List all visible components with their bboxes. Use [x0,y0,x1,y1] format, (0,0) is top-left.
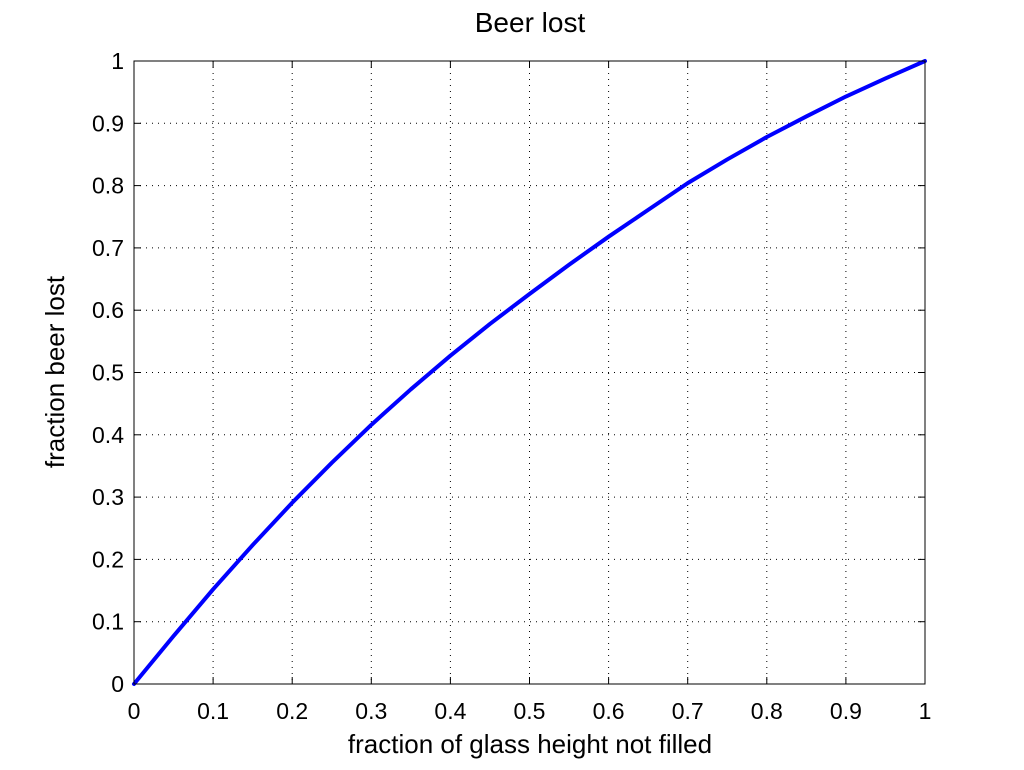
x-tick-label: 0.2 [276,698,308,724]
x-tick-label: 0.8 [751,698,783,724]
x-axis-label: fraction of glass height not filled [348,729,712,759]
x-tick-label: 0.3 [355,698,387,724]
y-tick-label: 0.3 [92,484,124,510]
y-axis-label: fraction beer lost [40,275,70,468]
y-tick-labels: 0 0.1 0.2 0.3 0.4 0.5 0.6 0.7 0.8 0.9 1 [92,48,124,697]
x-tick-label: 0.9 [830,698,862,724]
y-tick-label: 0.1 [92,609,124,635]
y-tick-label: 1 [111,48,124,74]
x-tick-label: 0.6 [593,698,625,724]
x-tick-label: 0.4 [434,698,466,724]
y-tick-label: 0.4 [92,422,124,448]
series-line [132,59,927,686]
y-tick-label: 0 [111,671,124,697]
y-tick-label: 0.8 [92,173,124,199]
y-tick-label: 0.7 [92,235,124,261]
y-tick-label: 0.2 [92,546,124,572]
y-tick-label: 0.5 [92,360,124,386]
tick-marks [133,60,926,685]
series-lines [132,59,927,686]
x-tick-label: 0 [128,698,141,724]
y-tick-label: 0.9 [92,110,124,136]
x-tick-label: 0.5 [514,698,546,724]
x-tick-label: 1 [919,698,932,724]
x-tick-label: 0.1 [197,698,229,724]
x-tick-labels: 0 0.1 0.2 0.3 0.4 0.5 0.6 0.7 0.8 0.9 1 [128,698,932,724]
chart-title: Beer lost [475,7,586,38]
x-tick-label: 0.7 [672,698,704,724]
y-tick-label: 0.6 [92,297,124,323]
